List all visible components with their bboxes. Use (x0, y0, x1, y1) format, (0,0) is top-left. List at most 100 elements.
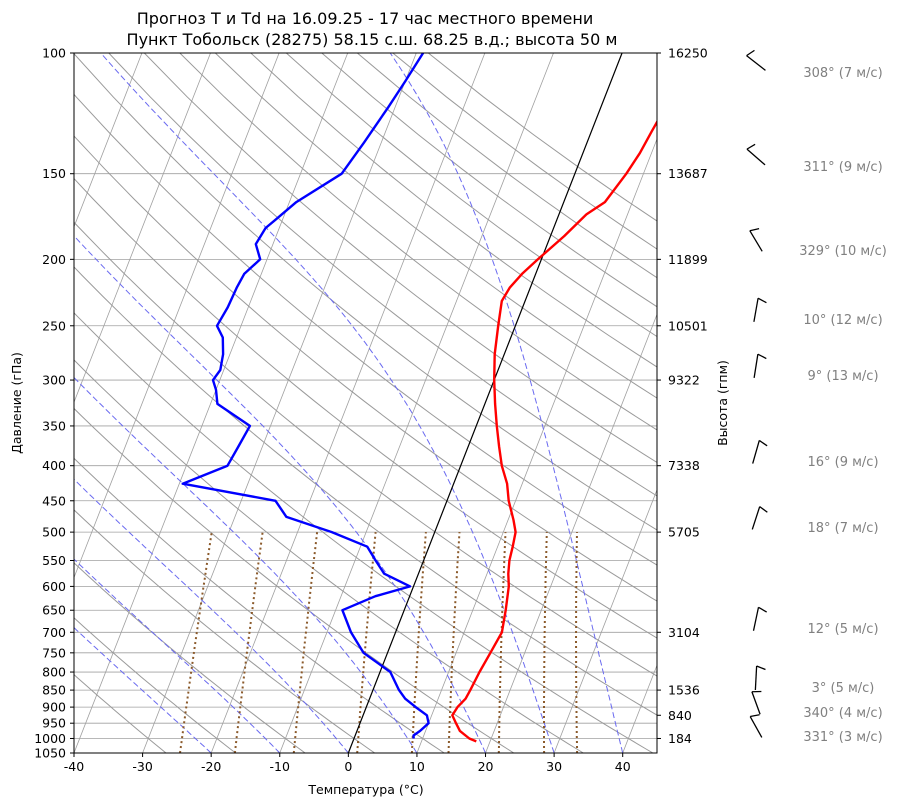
x-tick-label: 20 (478, 759, 494, 774)
moist-adiabat (389, 53, 624, 753)
zero-isotherm-line (347, 53, 623, 753)
wind-barb (753, 297, 767, 322)
wind-label: 331° (3 м/с) (803, 730, 882, 745)
dry-adiabat (250, 53, 657, 368)
dewpoint-line (181, 53, 430, 739)
isotherm-line (622, 664, 657, 753)
profile-lines (181, 53, 657, 743)
isotherm-line (74, 53, 143, 228)
y-tick-label: 350 (42, 418, 66, 433)
wind-label: 340° (4 м/с) (803, 706, 882, 721)
isotherm-line (553, 488, 657, 753)
x-tick-label: 0 (344, 759, 352, 774)
height-axis-label: Высота (гпм) (715, 360, 730, 446)
wind-barb (754, 665, 766, 691)
y-tick-label: 300 (42, 373, 66, 388)
y-tick-label: 850 (42, 683, 66, 698)
y-tick-label: 450 (42, 493, 66, 508)
wind-barb-staff (749, 230, 763, 252)
height-tick-label: 13687 (668, 166, 708, 181)
moist-adiabat (74, 626, 212, 753)
y-tick-label: 1050 (34, 746, 66, 761)
wind-barb (752, 439, 768, 464)
dry-adiabat (356, 53, 657, 279)
wind-column: 308° (7 м/с) 311° (9 м/с) 329° (10 м/с) 10°… (746, 49, 887, 745)
height-tick-label: 184 (668, 731, 692, 746)
wind-barb (746, 49, 766, 71)
y-tick-label: 500 (42, 525, 66, 540)
dry-adiabat (427, 53, 657, 222)
dry-adiabat (74, 562, 306, 753)
wind-label: 311° (9 м/с) (803, 160, 882, 175)
height-tick-label: 5705 (668, 525, 700, 540)
isotherm-line (485, 313, 657, 753)
moist-adiabat (74, 235, 486, 753)
y-tick-label: 100 (42, 46, 66, 61)
dry-adiabat (74, 93, 657, 566)
y-tick-label: 200 (42, 252, 66, 267)
wind-barb-flag (757, 353, 767, 360)
height-tick-label: 16250 (668, 46, 708, 61)
dry-adiabat (179, 53, 657, 431)
wind-barb-flag (757, 297, 767, 304)
dry-adiabat (74, 457, 445, 753)
mixing-ratio-line (233, 531, 264, 753)
mixing-ratio-line (179, 531, 213, 753)
y-tick-label: 950 (42, 716, 66, 731)
wind-label: 12° (5 м/с) (807, 622, 878, 637)
wind-barb-flag (750, 714, 760, 718)
isotherm-line (74, 53, 211, 404)
mixing-ratio-line (447, 532, 461, 753)
wind-barb-staff (754, 665, 758, 691)
wind-label: 18° (7 м/с) (807, 521, 878, 536)
height-tick-label: 1536 (668, 683, 700, 698)
height-tick-label: 840 (668, 708, 692, 723)
dry-adiabat (143, 53, 657, 464)
moist-adiabat (74, 376, 418, 753)
wind-barb-flag (749, 228, 760, 232)
plot-frame (73, 52, 658, 754)
dry-adiabat (214, 53, 657, 399)
x-tick-label: -20 (201, 759, 221, 774)
wind-label: 16° (9 м/с) (807, 455, 878, 470)
dry-adiabat (74, 359, 584, 753)
wind-barb-staff (746, 148, 766, 166)
isotherm-line (74, 53, 349, 753)
height-tick-label: 10501 (668, 318, 708, 333)
height-tick-label: 9322 (668, 373, 700, 388)
x-tick-label: 10 (409, 759, 425, 774)
wind-barb (751, 506, 768, 530)
x-axis-label: Температура (°C) (307, 782, 423, 797)
x-tick-label: -40 (64, 759, 84, 774)
wind-barb-flag (758, 439, 768, 447)
mixing-ratio-line (292, 531, 319, 753)
wind-barb (749, 714, 763, 738)
y-tick-label: 600 (42, 579, 66, 594)
x-tick-label: 40 (615, 759, 631, 774)
y-tick-label: 650 (42, 603, 66, 618)
dry-adiabat (108, 53, 657, 497)
background-lines (0, 53, 657, 753)
wind-barb-flag (758, 606, 768, 613)
moist-adiabat (74, 558, 281, 753)
y-tick-label: 750 (42, 645, 66, 660)
wind-label: 329° (10 м/с) (799, 244, 887, 259)
isotherm-line (0, 53, 5, 753)
wind-barb (752, 606, 768, 631)
y-tick-label: 900 (42, 700, 66, 715)
wind-barb-staff (751, 506, 761, 530)
wind-barb-staff (753, 354, 759, 378)
dry-adiabat (392, 53, 657, 250)
x-tick-label: -30 (132, 759, 152, 774)
mixing-ratio-line (410, 532, 427, 753)
dry-adiabat (74, 177, 657, 639)
x-tick-label: 30 (546, 759, 562, 774)
y-tick-label: 700 (42, 625, 66, 640)
isotherm-line (142, 53, 417, 753)
y-tick-label: 800 (42, 665, 66, 680)
x-tick-label: -10 (270, 759, 290, 774)
dry-adiabat (74, 617, 236, 753)
wind-label: 10° (12 м/с) (803, 313, 882, 328)
dry-adiabat (74, 312, 654, 753)
